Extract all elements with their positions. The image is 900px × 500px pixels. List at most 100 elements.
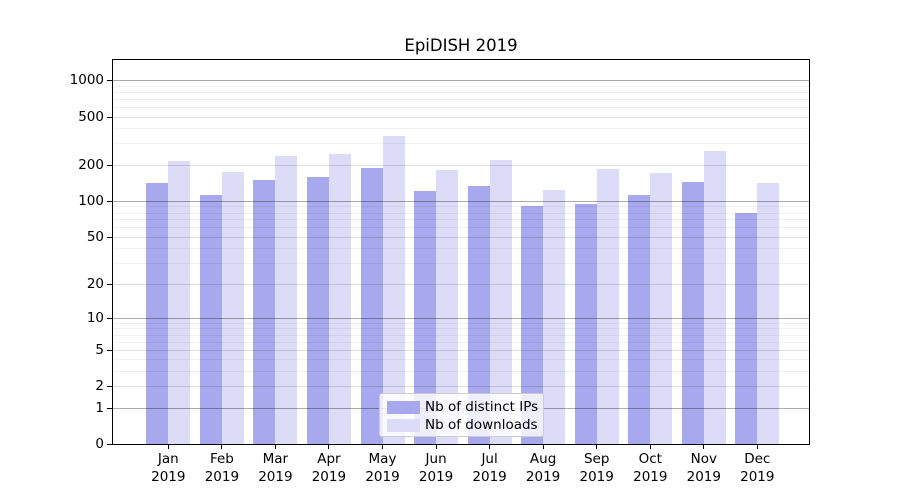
gridline-9	[113, 322, 809, 324]
y-tick-mark-200	[107, 164, 112, 166]
gridline-50	[113, 236, 809, 238]
y-tick-mark-20	[107, 283, 112, 285]
gridline-700	[113, 98, 809, 100]
plot-area: Nb of distinct IPs Nb of downloads	[112, 59, 810, 445]
x-tick-label-feb-2019: Feb 2019	[204, 451, 240, 485]
x-tick-label-jun-2019: Jun 2019	[418, 451, 454, 485]
y-tick-mark-2	[107, 386, 112, 388]
x-tick-mark-apr-2019	[328, 445, 330, 449]
gridline-3	[113, 371, 809, 372]
x-tick-label-oct-2019: Oct 2019	[633, 451, 668, 485]
x-tick-mark-oct-2019	[649, 445, 651, 449]
bars-layer	[113, 60, 809, 444]
bar-mar-2019-distinct-ips	[253, 180, 276, 444]
gridline-6	[113, 341, 809, 343]
bar-dec-2019-downloads	[757, 183, 780, 444]
legend-swatch-downloads	[387, 418, 420, 432]
bar-may-2019-downloads	[382, 135, 405, 444]
x-tick-label-nov-2019: Nov 2019	[686, 451, 721, 485]
y-tick-label-1: 1	[95, 399, 104, 416]
bar-sep-2019-downloads	[596, 169, 619, 444]
bar-jan-2019-distinct-ips	[146, 182, 169, 444]
gridline-600	[113, 106, 809, 108]
x-tick-mark-nov-2019	[703, 445, 705, 449]
bar-jun-2019-downloads	[436, 170, 459, 444]
gridline-70	[113, 219, 809, 221]
bar-jan-2019-downloads	[168, 160, 191, 444]
bar-may-2019-distinct-ips	[360, 168, 383, 444]
bar-dec-2019-distinct-ips	[735, 213, 758, 444]
gridline-200	[113, 164, 809, 166]
y-tick-label-0: 0	[95, 436, 104, 452]
x-tick-mark-aug-2019	[542, 445, 544, 449]
x-tick-mark-may-2019	[382, 445, 383, 449]
gridline-30	[113, 263, 809, 265]
y-tick-mark-1000	[107, 80, 112, 81]
y-tick-label-50: 50	[86, 228, 104, 245]
x-tick-label-jul-2019: Jul 2019	[472, 451, 507, 485]
gridline-1000	[113, 80, 809, 81]
y-tick-mark-5	[107, 349, 112, 351]
bar-feb-2019-downloads	[221, 171, 244, 444]
x-tick-mark-jul-2019	[489, 445, 491, 449]
x-tick-label-sep-2019: Sep 2019	[579, 451, 614, 485]
bar-apr-2019-downloads	[328, 154, 351, 444]
x-tick-mark-mar-2019	[274, 445, 276, 449]
x-tick-label-aug-2019: Aug 2019	[525, 451, 561, 485]
y-tick-label-1000: 1000	[69, 72, 104, 88]
legend: Nb of distinct IPs Nb of downloads	[379, 393, 544, 437]
bar-feb-2019-distinct-ips	[199, 195, 222, 444]
y-tick-mark-0	[107, 444, 112, 445]
gridline-8	[113, 328, 809, 330]
legend-label-distinct-ips: Nb of distinct IPs	[425, 399, 539, 415]
x-tick-label-jan-2019: Jan 2019	[151, 451, 186, 485]
y-tick-label-100: 100	[78, 192, 104, 209]
x-tick-mark-sep-2019	[596, 445, 598, 449]
gridline-900	[113, 85, 809, 87]
bar-nov-2019-downloads	[703, 150, 726, 444]
gridline-4	[113, 359, 809, 361]
gridline-80	[113, 212, 809, 214]
bar-jun-2019-distinct-ips	[414, 190, 437, 444]
gridline-400	[113, 128, 809, 130]
gridline-10	[113, 317, 809, 319]
gridline-300	[113, 143, 809, 145]
y-tick-mark-50	[107, 236, 112, 238]
bar-aug-2019-distinct-ips	[521, 205, 544, 444]
y-tick-label-5: 5	[95, 341, 104, 358]
gridline-500	[113, 116, 809, 118]
x-tick-label-dec-2019: Dec 2019	[740, 451, 775, 485]
gridline-5	[113, 349, 809, 351]
y-tick-label-10: 10	[86, 309, 104, 326]
x-tick-mark-dec-2019	[756, 445, 758, 449]
bar-jul-2019-downloads	[489, 159, 512, 444]
bar-aug-2019-downloads	[543, 190, 566, 444]
bar-nov-2019-distinct-ips	[681, 182, 704, 444]
chart-title: EpiDISH 2019	[404, 36, 518, 55]
x-tick-mark-feb-2019	[221, 445, 223, 449]
x-tick-mark-jun-2019	[435, 445, 437, 449]
y-tick-mark-1	[107, 407, 112, 409]
bar-mar-2019-downloads	[275, 155, 298, 444]
legend-entry-downloads: Nb of downloads	[387, 416, 538, 434]
bar-apr-2019-distinct-ips	[306, 177, 329, 444]
x-tick-label-mar-2019: Mar 2019	[258, 451, 293, 485]
y-tick-label-20: 20	[86, 275, 104, 292]
gridline-40	[113, 248, 809, 250]
y-tick-mark-10	[107, 317, 112, 319]
y-tick-label-2: 2	[95, 378, 104, 395]
grid-layer	[113, 60, 809, 444]
bar-oct-2019-downloads	[650, 173, 673, 444]
gridline-2	[113, 386, 809, 388]
y-tick-mark-500	[107, 116, 112, 118]
x-tick-label-apr-2019: Apr 2019	[311, 451, 347, 485]
x-tick-mark-jan-2019	[167, 445, 169, 449]
gridline-7	[113, 334, 809, 336]
y-tick-label-200: 200	[78, 156, 104, 173]
bar-jul-2019-distinct-ips	[467, 186, 490, 444]
gridline-60	[113, 227, 809, 229]
y-tick-mark-100	[107, 200, 112, 202]
gridline-800	[113, 91, 809, 93]
bar-sep-2019-distinct-ips	[574, 204, 597, 444]
bar-oct-2019-distinct-ips	[628, 194, 651, 444]
